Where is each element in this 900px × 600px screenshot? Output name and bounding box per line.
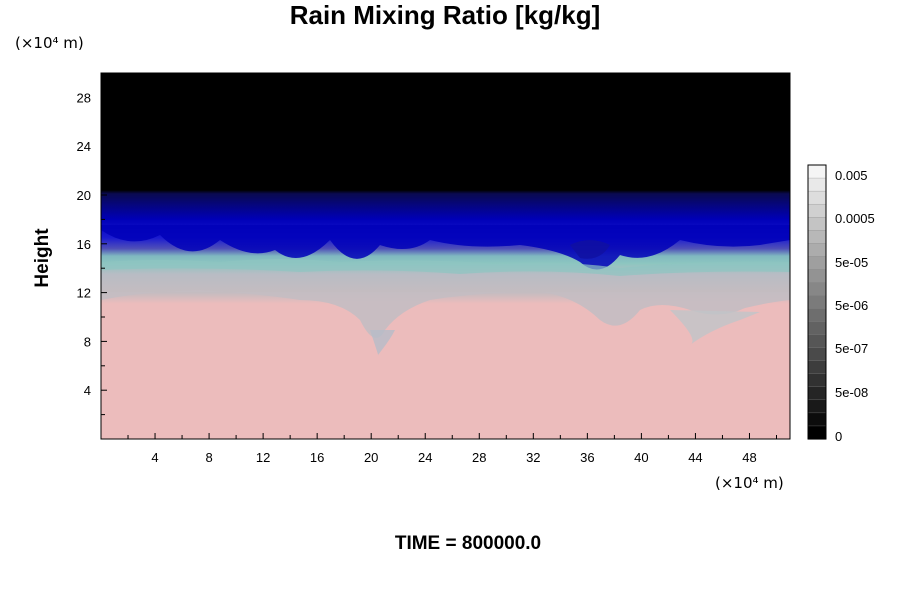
colorbar-segment [807,334,827,349]
colorbar-label: 5e-06 [835,298,868,313]
colorbar-segment [807,269,827,284]
x-tick-label: 44 [688,450,702,465]
x-tick-label: 28 [472,450,486,465]
plot-frame [100,72,791,440]
colorbar-segment [807,282,827,297]
colorbar-segment [807,399,827,414]
colorbar-segment [807,347,827,362]
colorbar-label: 5e-05 [835,255,868,270]
colorbar-label: 0.005 [835,168,868,183]
colorbar-segment [807,177,827,192]
colorbar-segment [807,412,827,427]
x-tick-label: 12 [256,450,270,465]
x-tick-label: 32 [526,450,540,465]
x-tick-label: 8 [205,450,212,465]
chart-title: Rain Mixing Ratio [kg/kg] [290,0,601,30]
x-tick-label: 48 [742,450,756,465]
colorbar-label: 0 [835,429,842,444]
cloud-structures [101,225,790,356]
x-tick-label: 24 [418,450,432,465]
time-label: TIME = 800000.0 [395,533,541,554]
colorbar-segment [807,243,827,257]
y-tick-label: 16 [77,237,91,252]
colorbar-label: 0.0005 [835,211,875,226]
y-tick-label: 4 [84,383,91,398]
x-axis: 4 8 12 16 20 24 28 32 36 40 44 48 [127,433,777,465]
colorbar-segment [807,373,827,388]
colorbar-segment [807,256,827,271]
colorbar-segment [807,190,827,205]
y-axis-unit: (×10⁴ m) [15,34,84,52]
colorbar-segment [807,203,827,218]
x-tick-label: 36 [580,450,594,465]
x-axis-unit: (×10⁴ m) [715,474,784,492]
colorbar-label: 5e-07 [835,341,868,356]
colorbar-segment [807,164,827,179]
y-tick-label: 24 [77,139,91,154]
y-axis: 4 8 12 16 20 24 28 [77,90,107,416]
colorbar-segment [807,321,827,336]
x-tick-label: 4 [151,450,158,465]
colorbar: 0.005 0.0005 5e-05 5e-06 5e-07 5e-08 0 [807,164,875,444]
y-tick-label: 20 [77,188,91,203]
colorbar-segment [807,386,827,401]
x-tick-label: 40 [634,450,648,465]
y-tick-label: 8 [84,334,91,349]
heatmap-field [100,72,791,440]
x-tick-label: 20 [364,450,378,465]
y-tick-label: 12 [77,286,91,301]
colorbar-segment [807,217,827,231]
colorbar-segment [807,425,827,440]
colorbar-segment [807,360,827,375]
colorbar-segment [807,230,827,244]
colorbar-segment [807,295,827,310]
heatmap-base-layers [101,73,790,439]
colorbar-frame [807,164,827,440]
x-tick-label: 16 [310,450,324,465]
y-axis-label: Height [32,228,53,288]
colorbar-segment [807,308,827,323]
y-tick-label: 28 [77,90,91,105]
colorbar-label: 5e-08 [835,385,868,400]
